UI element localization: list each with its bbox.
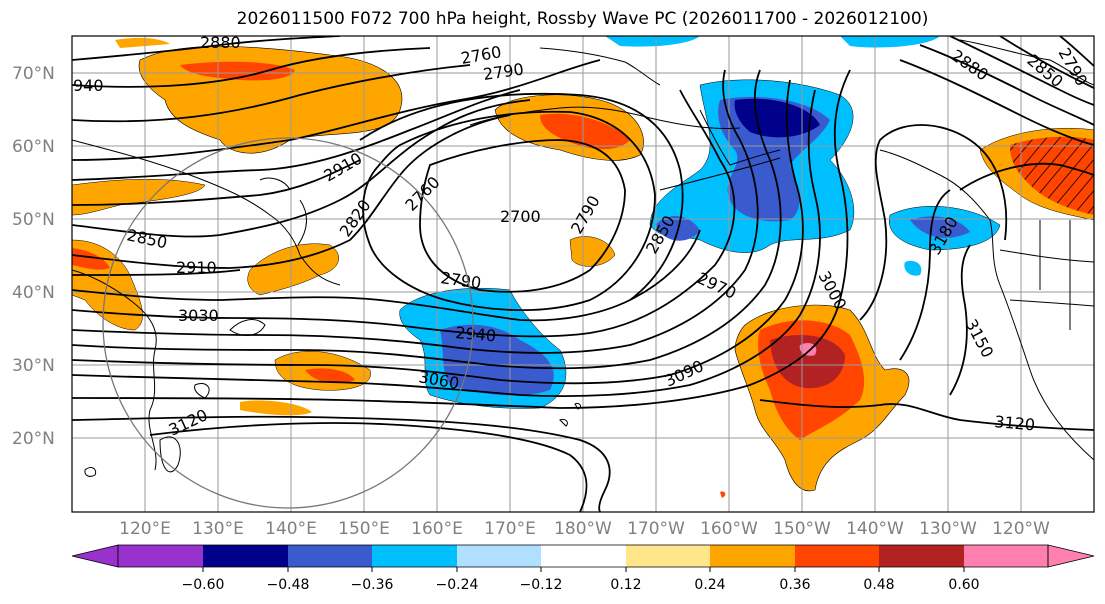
contour-label: 2910 bbox=[176, 258, 217, 277]
lon-label: 160°W bbox=[700, 519, 758, 539]
contour-label: 3030 bbox=[178, 306, 219, 325]
lon-label: 170°E bbox=[484, 519, 536, 539]
lon-label: 160°E bbox=[411, 519, 463, 539]
colorbar-bin bbox=[457, 545, 541, 567]
colorbar-bin bbox=[964, 545, 1048, 567]
colorbar-tick-label: −0.36 bbox=[351, 577, 394, 593]
colorbar-bin bbox=[626, 545, 710, 567]
contour-label: 2940 bbox=[455, 323, 497, 345]
lat-label: 60°N bbox=[12, 137, 55, 157]
colorbar-extend-low bbox=[71, 544, 119, 568]
colorbar-bin bbox=[795, 545, 879, 567]
colorbar-bin bbox=[288, 545, 372, 567]
colorbar-tick-label: −0.60 bbox=[182, 577, 225, 593]
lon-label: 180°W bbox=[554, 519, 612, 539]
height-contours bbox=[72, 36, 1094, 512]
lon-label: 120°W bbox=[992, 519, 1050, 539]
colorbar-bin bbox=[541, 545, 626, 567]
map-frame bbox=[71, 35, 1095, 513]
contour-label: 2880 bbox=[200, 33, 241, 52]
lat-label: 20°N bbox=[12, 429, 55, 449]
colorbar-tick-label: −0.12 bbox=[520, 577, 563, 593]
lon-label: 140°W bbox=[846, 519, 904, 539]
colorbar-extend-high bbox=[1047, 544, 1095, 568]
colorbar-bin bbox=[710, 545, 795, 567]
colorbar-tick-label: −0.24 bbox=[436, 577, 479, 593]
longitude-labels: 120°E 130°E 140°E 150°E 160°E 170°E 180°… bbox=[119, 519, 1050, 539]
colorbar-tick-label: −0.48 bbox=[267, 577, 310, 593]
colorbar-bin bbox=[879, 545, 964, 567]
contour-label: 940 bbox=[73, 76, 104, 95]
latitude-labels: 70°N 60°N 50°N 40°N 30°N 20°N bbox=[12, 64, 55, 449]
lon-label: 150°E bbox=[338, 519, 390, 539]
lon-label: 120°E bbox=[119, 519, 171, 539]
colorbar-bin bbox=[118, 545, 203, 567]
colorbar-tick-label: 0.60 bbox=[948, 577, 979, 593]
colorbar-bin bbox=[203, 545, 288, 567]
reference-circle bbox=[102, 137, 474, 509]
contour-label: 3120 bbox=[994, 412, 1036, 434]
map-title: 2026011500 F072 700 hPa height, Rossby W… bbox=[236, 9, 929, 29]
colorbar-tick-label: 0.48 bbox=[863, 577, 894, 593]
lat-label: 30°N bbox=[12, 356, 55, 376]
lon-label: 140°E bbox=[265, 519, 317, 539]
colorbar: −0.60 −0.48 −0.36 −0.24 −0.12 0.12 0.24 … bbox=[71, 544, 1095, 593]
lat-label: 40°N bbox=[12, 283, 55, 303]
lon-label: 130°W bbox=[919, 519, 977, 539]
colorbar-tick-label: 0.36 bbox=[779, 577, 810, 593]
contour-label: 2700 bbox=[500, 207, 541, 226]
lat-label: 50°N bbox=[12, 210, 55, 230]
colorbar-tick-label: 0.12 bbox=[610, 577, 641, 593]
lon-label: 170°W bbox=[627, 519, 685, 539]
colorbar-ticks bbox=[202, 567, 965, 572]
colorbar-bin bbox=[372, 545, 457, 567]
colorbar-tick-label: 0.24 bbox=[694, 577, 725, 593]
colorbar-outline bbox=[117, 544, 1049, 568]
map-plot-area: 2880 2760 2790 940 2910 2760 2820 2700 2… bbox=[72, 33, 1094, 512]
lon-label: 150°W bbox=[773, 519, 831, 539]
lon-label: 130°E bbox=[192, 519, 244, 539]
lat-label: 70°N bbox=[12, 64, 55, 84]
